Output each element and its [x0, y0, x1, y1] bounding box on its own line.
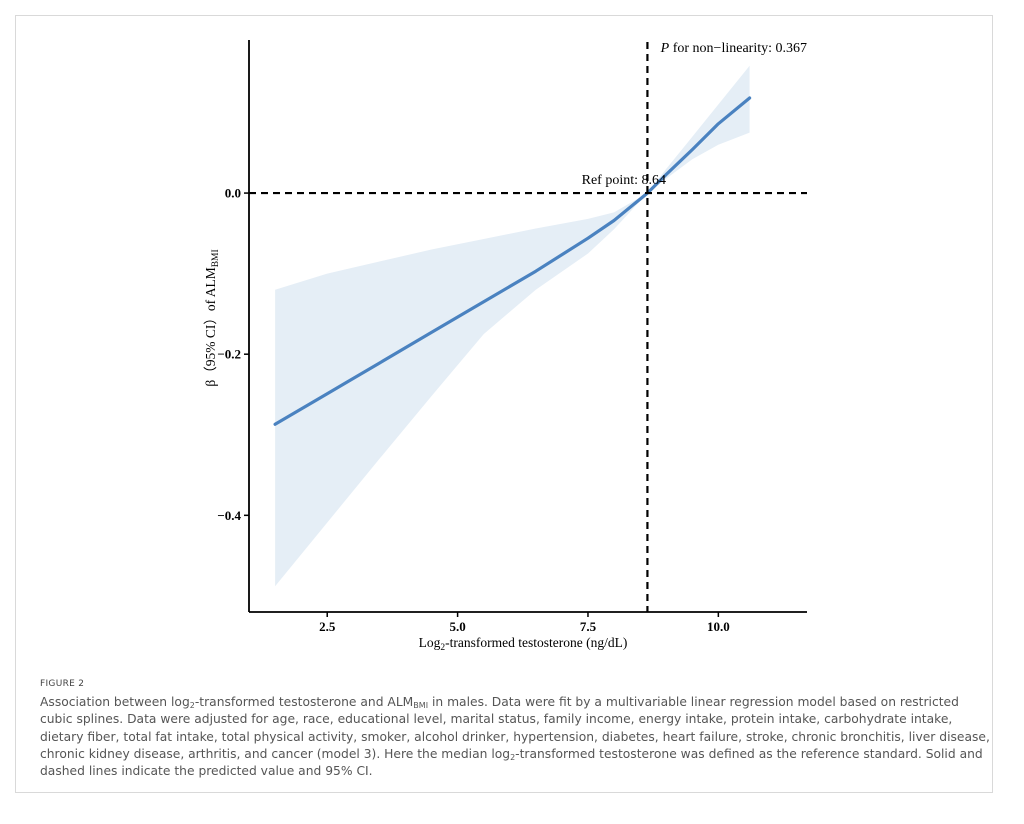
- fitted-line: [273, 96, 752, 426]
- figure-frame: [15, 15, 993, 793]
- y-axis-label: β（95% CI）of ALMBMI: [203, 249, 221, 386]
- y-tick-label: 0.0: [225, 186, 241, 201]
- x-tick-label: 10.0: [707, 619, 730, 634]
- spline-chart: 2.5 5.0 7.5 10.0 0.0 −0.2 −0.4 β（95% CI）of ALM…: [203, 40, 807, 653]
- figure-label: FIGURE 2: [40, 679, 85, 689]
- caption-text: Association between log2-transformed tes…: [40, 695, 990, 779]
- x-tick-label: 2.5: [319, 619, 336, 634]
- ref-point-annotation: Ref point: 8.64: [582, 173, 666, 188]
- figure-caption: FIGURE 2 Association between log2-transf…: [40, 676, 990, 780]
- y-tick-label: −0.4: [217, 508, 241, 523]
- ci-band: [275, 65, 750, 587]
- x-axis-label: Log2-transformed testosterone (ng/dL): [419, 635, 628, 653]
- y-tick-label: −0.2: [217, 347, 241, 362]
- nonlinearity-annotation: P for non−linearity: 0.367: [660, 41, 807, 56]
- x-tick-label: 7.5: [580, 619, 597, 634]
- x-tick-label: 5.0: [449, 619, 465, 634]
